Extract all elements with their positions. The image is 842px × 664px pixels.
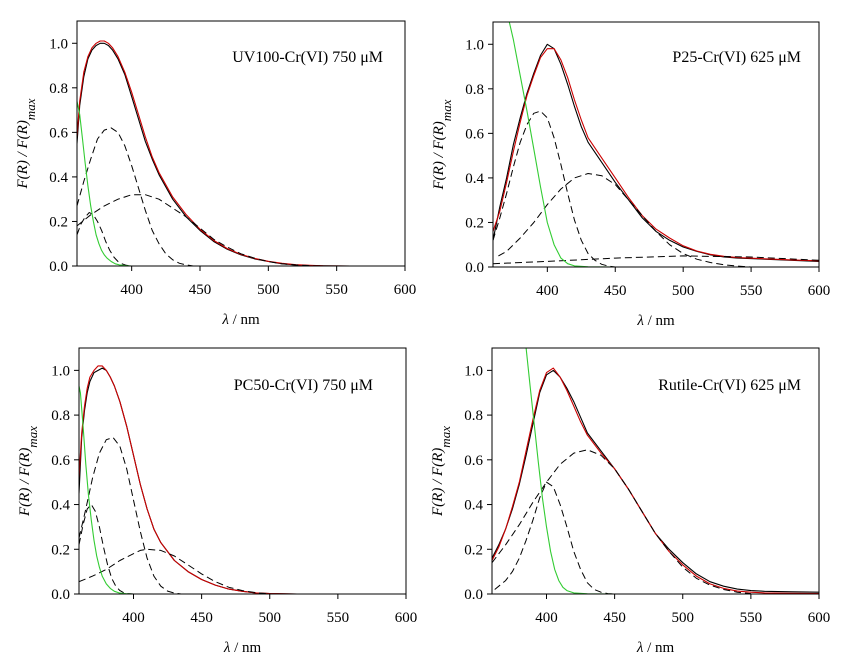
x-tick-label: 400 <box>536 283 559 299</box>
y-tick-label: 0.8 <box>51 408 70 424</box>
y-tick-label: 1.0 <box>465 37 484 53</box>
series-fit <box>77 40 405 266</box>
series-group <box>79 365 406 594</box>
x-tick-label: 600 <box>395 610 418 626</box>
y-axis-title: F(R) / F(R)max <box>17 426 40 517</box>
x-tick-label: 450 <box>190 610 213 626</box>
y-tick-label: 0.0 <box>464 587 483 603</box>
series-component-2 <box>79 437 182 594</box>
series-component-3 <box>79 548 270 594</box>
x-tick-label: 500 <box>672 610 695 626</box>
series-fit <box>493 48 819 262</box>
y-tick-label: 0.0 <box>51 587 70 603</box>
x-tick-label: 550 <box>740 283 763 299</box>
series-experimental <box>492 369 819 593</box>
panel-p25: 0.0 0.2 0.4 0.6 0.8 1.0 400 450 500 550 600 λ / nm F… <box>431 21 831 329</box>
series-component-1 <box>493 110 616 267</box>
x-axis-title: λ / nm <box>636 640 675 656</box>
series-experimental <box>79 367 406 594</box>
series-component-3 <box>77 194 324 266</box>
panel-pc50: 0.0 0.2 0.4 0.6 0.8 1.0 400 450 500 550 600 λ / nm F… <box>17 347 418 656</box>
y-tick-label: 1.0 <box>51 363 70 379</box>
y-axis-title: F(R) / F(R)max <box>15 98 38 189</box>
y-tick-label: 0.8 <box>464 408 483 424</box>
series-component-2 <box>492 449 751 594</box>
x-axis-title: λ / nm <box>221 312 260 328</box>
panel-title: P25-Cr(VI) 625 μM <box>672 49 801 66</box>
y-tick-label: 0.6 <box>465 126 484 142</box>
y-tick-label: 0.8 <box>465 82 484 98</box>
x-axis-title: λ / nm <box>636 313 675 329</box>
x-tick-label: 450 <box>189 282 212 298</box>
panel-uv100: 0.0 0.2 0.4 0.6 0.8 1.0 400 450 500 550 600 λ / nm F… <box>15 20 417 328</box>
y-tick-label: 0.6 <box>49 125 68 141</box>
x-tick-label: 550 <box>327 610 350 626</box>
x-tick-label: 500 <box>259 610 282 626</box>
series-component-2 <box>77 127 194 266</box>
x-axis-title: λ / nm <box>223 640 262 656</box>
series-absorption-edge <box>508 22 819 267</box>
y-tick-label: 0.4 <box>464 498 483 514</box>
y-axis-title: F(R) / F(R)max <box>431 99 454 190</box>
series-component-1 <box>494 481 615 594</box>
series-group <box>493 22 819 267</box>
x-tick-label: 550 <box>740 610 763 626</box>
x-tick-label: 450 <box>603 610 626 626</box>
series-group <box>492 348 819 594</box>
y-tick-label: 1.0 <box>49 36 68 52</box>
series-fit <box>79 365 406 594</box>
y-tick-label: 0.6 <box>464 453 483 469</box>
y-tick-label: 0.6 <box>51 453 70 469</box>
panel-title: PC50-Cr(VI) 750 μM <box>234 377 373 394</box>
panel-rutile: 0.0 0.2 0.4 0.6 0.8 1.0 400 450 500 550 600 λ / nm F… <box>430 347 831 656</box>
y-tick-label: 0.2 <box>465 215 484 231</box>
x-tick-label: 500 <box>672 283 695 299</box>
x-tick-label: 400 <box>120 282 143 298</box>
panel-title: Rutile-Cr(VI) 625 μM <box>658 377 801 394</box>
y-tick-label: 0.2 <box>51 542 70 558</box>
y-tick-label: 0.4 <box>465 171 484 187</box>
plot-frame <box>76 20 406 267</box>
series-absorption-edge <box>77 101 317 266</box>
y-tick-label: 0.2 <box>49 214 68 230</box>
plot-frame <box>492 21 820 268</box>
panel-title: UV100-Cr(VI) 750 μM <box>232 49 383 66</box>
series-group <box>77 40 405 266</box>
y-tick-label: 1.0 <box>464 363 483 379</box>
plot-frame <box>491 347 820 595</box>
series-component-3 <box>493 255 819 265</box>
y-tick-label: 0.4 <box>51 498 70 514</box>
x-tick-label: 550 <box>325 282 348 298</box>
y-tick-label: 0.0 <box>49 259 68 275</box>
y-axis-title: F(R) / F(R)max <box>430 426 453 517</box>
x-tick-label: 500 <box>257 282 280 298</box>
x-tick-label: 600 <box>808 283 831 299</box>
series-component-1 <box>79 504 134 594</box>
y-tick-label: 0.2 <box>464 542 483 558</box>
y-tick-label: 0.4 <box>49 170 68 186</box>
series-component-1 <box>77 212 132 266</box>
plot-frame <box>78 347 407 595</box>
series-component-2 <box>498 173 752 267</box>
x-tick-label: 600 <box>808 610 831 626</box>
series-fit <box>492 367 819 594</box>
y-tick-label: 0.0 <box>465 260 484 276</box>
x-tick-label: 600 <box>394 282 417 298</box>
y-tick-label: 0.8 <box>49 81 68 97</box>
x-tick-label: 400 <box>122 610 145 626</box>
x-tick-label: 450 <box>604 283 627 299</box>
x-tick-label: 400 <box>535 610 558 626</box>
